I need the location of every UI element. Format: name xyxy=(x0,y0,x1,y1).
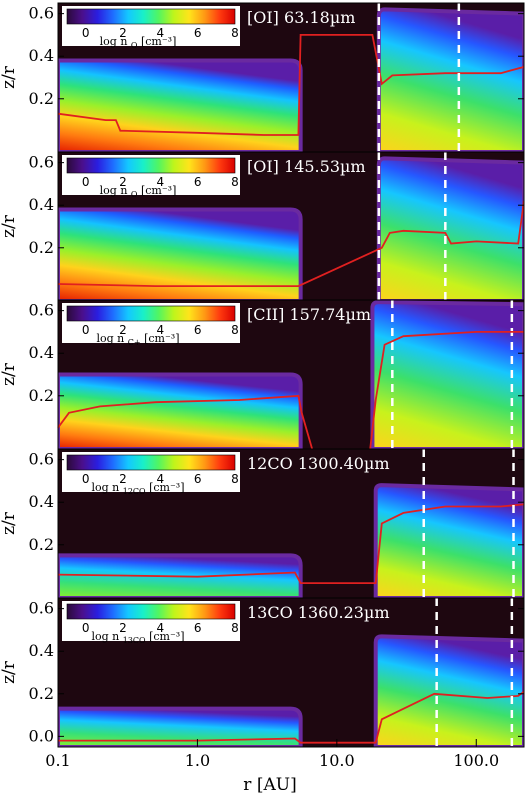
panel-5: 0 2 4 6 8 log n 13CO [cm⁻³] 13CO 1360.23µm 0.0 0… xyxy=(0,597,525,748)
colorbar-label: log n 13CO [cm⁻³] xyxy=(91,630,184,645)
colorbar-tick-label: 6 xyxy=(194,175,202,189)
colorbar-tick-label: 4 xyxy=(157,472,165,486)
panel-frame xyxy=(57,597,525,748)
x-tick-label: 1.0 xyxy=(185,751,210,770)
colorbar-tick-label: 4 xyxy=(157,621,165,635)
y-axis-title: z/r xyxy=(0,511,19,535)
panel-3: 0 2 4 6 8 log n C+ [cm⁻³] [CII] 157.74µm 0.2 0.4… xyxy=(0,299,525,461)
y-axis-title: z/r xyxy=(0,214,19,238)
colorbar-tick-label: 2 xyxy=(119,175,127,189)
emitting-region-contour xyxy=(57,330,524,461)
colorbar-tick-label: 4 xyxy=(157,175,165,189)
inner-disk-density xyxy=(58,372,303,449)
colorbar xyxy=(66,454,236,471)
y-tick-label: 0.6 xyxy=(29,450,54,469)
x-axis-title: r [AU] xyxy=(243,775,296,795)
y-tick-label: 0.6 xyxy=(29,153,54,172)
colorbar-tick-label: 0 xyxy=(82,472,90,486)
emitting-region-contour xyxy=(58,200,524,288)
colorbar-label: log n O [cm⁻³] xyxy=(100,35,177,50)
emitting-region-contour xyxy=(58,690,524,744)
y-tick-label: 0.4 xyxy=(29,195,54,214)
colorbar-label: log n O [cm⁻³] xyxy=(100,184,177,199)
y-tick-label: 0.4 xyxy=(29,343,54,362)
colorbar xyxy=(66,8,236,25)
y-tick-label: 0.2 xyxy=(29,89,54,108)
colorbar-label: log n 12CO [cm⁻³] xyxy=(91,481,184,496)
colorbar-tick-label: 8 xyxy=(231,323,239,337)
colorbar-tick-label: 6 xyxy=(194,26,202,40)
line-label: [OI] 63.18µm xyxy=(247,8,355,27)
colorbar-tick-label: 8 xyxy=(231,621,239,635)
y-tick-label: 0.4 xyxy=(29,46,54,65)
colorbar-tick-label: 8 xyxy=(231,26,239,40)
outer-disk-density xyxy=(373,634,524,747)
line-label: [CII] 157.74µm xyxy=(247,305,371,324)
y-tick-label: 0.4 xyxy=(29,492,54,511)
x-axis: 0.1 1.0 10.0 100.0 xyxy=(45,739,499,770)
colorbar-tick-label: 2 xyxy=(119,621,127,635)
y-axis-title: z/r xyxy=(0,660,19,684)
colorbar-tick-label: 2 xyxy=(119,472,127,486)
line-label: 13CO 1360.23µm xyxy=(247,603,390,622)
outer-disk-density xyxy=(376,156,524,301)
outer-disk-density xyxy=(370,300,524,449)
colorbar-tick-label: 0 xyxy=(82,621,90,635)
outer-disk-density xyxy=(376,7,524,152)
y-tick-label: 0.2 xyxy=(29,238,54,257)
panels: 0 2 4 6 8 log n O [cm⁻³] [OI] 63.18µm 0.2 0.4 0.6… xyxy=(0,2,525,748)
inner-disk-density xyxy=(58,58,303,152)
colorbar-tick-label: 0 xyxy=(82,26,90,40)
colorbar-tick-label: 4 xyxy=(157,26,165,40)
line-label: 12CO 1300.40µm xyxy=(247,454,390,473)
y-tick-label: 0.6 xyxy=(29,4,54,23)
emitting-region-contour xyxy=(58,503,524,584)
panel-2: 0 2 4 6 8 log n O [cm⁻³] [OI] 145.53µm 0.2 0.4 0.… xyxy=(0,151,525,302)
inner-disk-density xyxy=(58,207,303,301)
colorbar-tick-label: 2 xyxy=(119,323,127,337)
colorbar-tick-label: 8 xyxy=(231,472,239,486)
colorbar-tick-label: 0 xyxy=(82,323,90,337)
panel-1: 0 2 4 6 8 log n O [cm⁻³] [OI] 63.18µm 0.2 0.4 0.6… xyxy=(0,2,525,153)
colorbar-tick-label: 6 xyxy=(194,472,202,486)
y-tick-label: 0.2 xyxy=(29,535,54,554)
x-tick-label: 10.0 xyxy=(319,751,355,770)
y-tick-label: 0.6 xyxy=(29,599,54,618)
panel-4: 0 2 4 6 8 log n 12CO [cm⁻³] 12CO 1300.40µm 0.2 0… xyxy=(0,448,525,599)
colorbar-tick-label: 8 xyxy=(231,175,239,189)
y-axis-title: z/r xyxy=(0,362,19,386)
colorbar xyxy=(66,603,236,620)
colorbar-tick-label: 4 xyxy=(157,323,165,337)
y-tick-label: 0.2 xyxy=(29,684,54,703)
colorbar-tick-label: 0 xyxy=(82,175,90,189)
colorbar xyxy=(66,305,236,322)
line-label: [OI] 145.53µm xyxy=(247,157,366,176)
outer-disk-density xyxy=(373,483,524,598)
emitting-region-contour xyxy=(58,34,524,136)
y-tick-label: 0.2 xyxy=(29,386,54,405)
colorbar xyxy=(66,157,236,174)
y-tick-label: 0.4 xyxy=(29,641,54,660)
inner-disk-density xyxy=(58,706,303,747)
x-tick-label: 100.0 xyxy=(453,751,499,770)
colorbar-tick-label: 6 xyxy=(194,621,202,635)
y-tick-label: 0.6 xyxy=(29,301,54,320)
x-tick-label: 0.1 xyxy=(45,751,70,770)
colorbar-tick-label: 6 xyxy=(194,323,202,337)
y-tick-label: 0.0 xyxy=(29,726,54,745)
colorbar-label: log n C+ [cm⁻³] xyxy=(97,332,180,347)
y-axis-title: z/r xyxy=(0,65,19,89)
colorbar-tick-label: 2 xyxy=(119,26,127,40)
